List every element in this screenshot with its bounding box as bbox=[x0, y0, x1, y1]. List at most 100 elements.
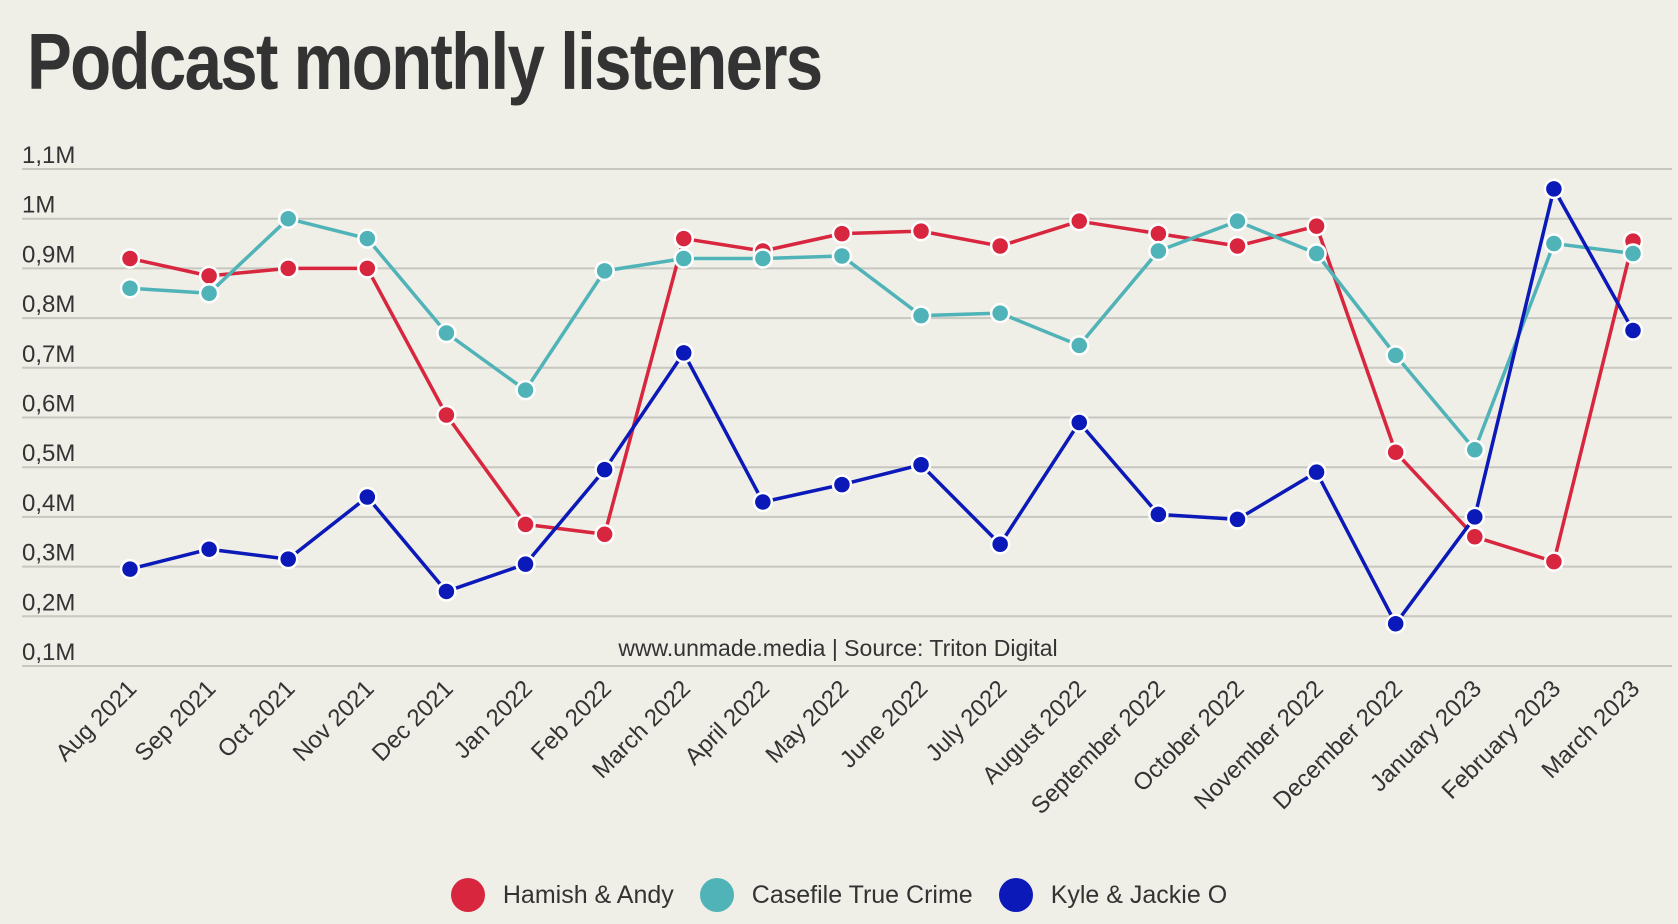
x-tick-label: Oct 2021 bbox=[212, 675, 300, 763]
data-point bbox=[198, 283, 220, 304]
data-point bbox=[673, 248, 694, 269]
x-tick-label: Dec 2021 bbox=[367, 675, 459, 767]
data-point bbox=[1543, 551, 1565, 572]
series-line bbox=[129, 219, 1635, 564]
data-point bbox=[1306, 243, 1327, 264]
data-point bbox=[515, 514, 536, 535]
data-point bbox=[1622, 243, 1644, 264]
legend-item: Casefile True Crime bbox=[699, 878, 973, 912]
data-point bbox=[910, 305, 932, 326]
data-point bbox=[1385, 613, 1406, 635]
x-tick-label: April 2022 bbox=[680, 675, 776, 771]
data-point bbox=[1069, 412, 1090, 433]
data-point bbox=[436, 581, 457, 602]
data-point bbox=[1543, 233, 1565, 254]
x-tick-label: Nov 2021 bbox=[288, 675, 380, 767]
data-point bbox=[1148, 223, 1169, 244]
data-point bbox=[594, 260, 615, 282]
data-point bbox=[1148, 504, 1169, 525]
legend-swatch bbox=[699, 878, 734, 912]
data-point bbox=[1227, 509, 1248, 530]
data-point bbox=[515, 379, 536, 401]
y-tick-label: 0,4M bbox=[22, 490, 75, 517]
data-point bbox=[1464, 439, 1486, 461]
data-point bbox=[119, 558, 141, 580]
data-point bbox=[594, 524, 615, 545]
y-tick-label: 0,9M bbox=[22, 241, 75, 268]
y-tick-label: 1,1M bbox=[22, 142, 75, 169]
data-point bbox=[673, 342, 694, 364]
series-1 bbox=[119, 208, 1644, 461]
legend-item: Hamish & Andy bbox=[450, 878, 674, 912]
data-point bbox=[1385, 442, 1406, 463]
legend-label: Kyle & Jackie O bbox=[1050, 880, 1228, 909]
data-point bbox=[1306, 461, 1327, 483]
data-point bbox=[357, 258, 378, 279]
y-tick-label: 0,7M bbox=[22, 341, 75, 368]
legend-label: Hamish & Andy bbox=[502, 880, 674, 909]
legend-swatch bbox=[450, 878, 485, 912]
data-point bbox=[1622, 320, 1644, 341]
data-point bbox=[1227, 210, 1248, 232]
data-point bbox=[1385, 345, 1406, 366]
x-tick-label: September 2022 bbox=[1026, 675, 1171, 820]
data-point bbox=[1227, 235, 1248, 257]
data-point bbox=[752, 491, 774, 513]
series-line bbox=[129, 216, 1634, 452]
data-point bbox=[831, 474, 853, 495]
y-tick-label: 0,3M bbox=[22, 540, 75, 567]
series-2 bbox=[119, 178, 1644, 635]
y-tick-label: 0,5M bbox=[22, 440, 75, 467]
legend-swatch bbox=[998, 878, 1033, 912]
data-point bbox=[1069, 335, 1090, 356]
y-tick-label: 1M bbox=[22, 192, 55, 219]
data-point bbox=[436, 404, 457, 426]
data-point bbox=[989, 533, 1011, 555]
data-point bbox=[831, 223, 853, 244]
data-point bbox=[594, 459, 615, 480]
data-point bbox=[989, 235, 1011, 257]
y-tick-label: 0,2M bbox=[22, 589, 75, 616]
data-point bbox=[673, 228, 694, 249]
chart-title: Podcast monthly listeners bbox=[27, 17, 823, 106]
data-point bbox=[198, 538, 220, 560]
legend-label: Casefile True Crime bbox=[751, 880, 973, 909]
x-tick-label: Aug 2021 bbox=[50, 675, 142, 767]
data-point bbox=[1464, 506, 1486, 528]
data-point bbox=[277, 258, 299, 279]
data-point bbox=[910, 220, 932, 242]
y-tick-label: 0,8M bbox=[22, 291, 75, 318]
series-lines bbox=[119, 178, 1644, 635]
y-axis-ticks: 0,1M 0,2M 0,3M 0,4M 0,5M 0,6M 0,7M 0,8M 0,9M 1M 1,… bbox=[22, 142, 75, 666]
gridlines bbox=[22, 168, 1672, 667]
y-tick-label: 0,6M bbox=[22, 391, 75, 418]
data-point bbox=[436, 322, 457, 344]
data-point bbox=[831, 245, 853, 267]
source-note: www.unmade.media | Source: Triton Digita… bbox=[617, 635, 1057, 661]
data-point bbox=[277, 208, 299, 229]
series-0 bbox=[119, 210, 1644, 572]
data-point bbox=[198, 265, 220, 287]
data-point bbox=[1543, 178, 1565, 200]
data-point bbox=[1464, 526, 1486, 548]
data-point bbox=[515, 553, 536, 575]
data-point bbox=[1148, 240, 1169, 262]
x-tick-label: Jan 2022 bbox=[449, 675, 538, 764]
x-tick-label: Sep 2021 bbox=[130, 675, 222, 767]
data-point bbox=[1069, 210, 1090, 232]
data-point bbox=[119, 248, 141, 269]
data-point bbox=[119, 278, 141, 299]
data-point bbox=[1306, 215, 1327, 237]
data-point bbox=[989, 302, 1011, 324]
data-point bbox=[910, 454, 932, 475]
series-line bbox=[129, 187, 1635, 626]
legend-item: Kyle & Jackie O bbox=[998, 878, 1228, 912]
data-point bbox=[752, 248, 774, 269]
legend: Hamish & Andy Casefile True Crime Kyle & J… bbox=[0, 878, 1678, 912]
y-tick-label: 0,1M bbox=[22, 639, 75, 666]
data-point bbox=[357, 486, 378, 508]
data-point bbox=[357, 228, 378, 249]
data-point bbox=[277, 548, 299, 570]
